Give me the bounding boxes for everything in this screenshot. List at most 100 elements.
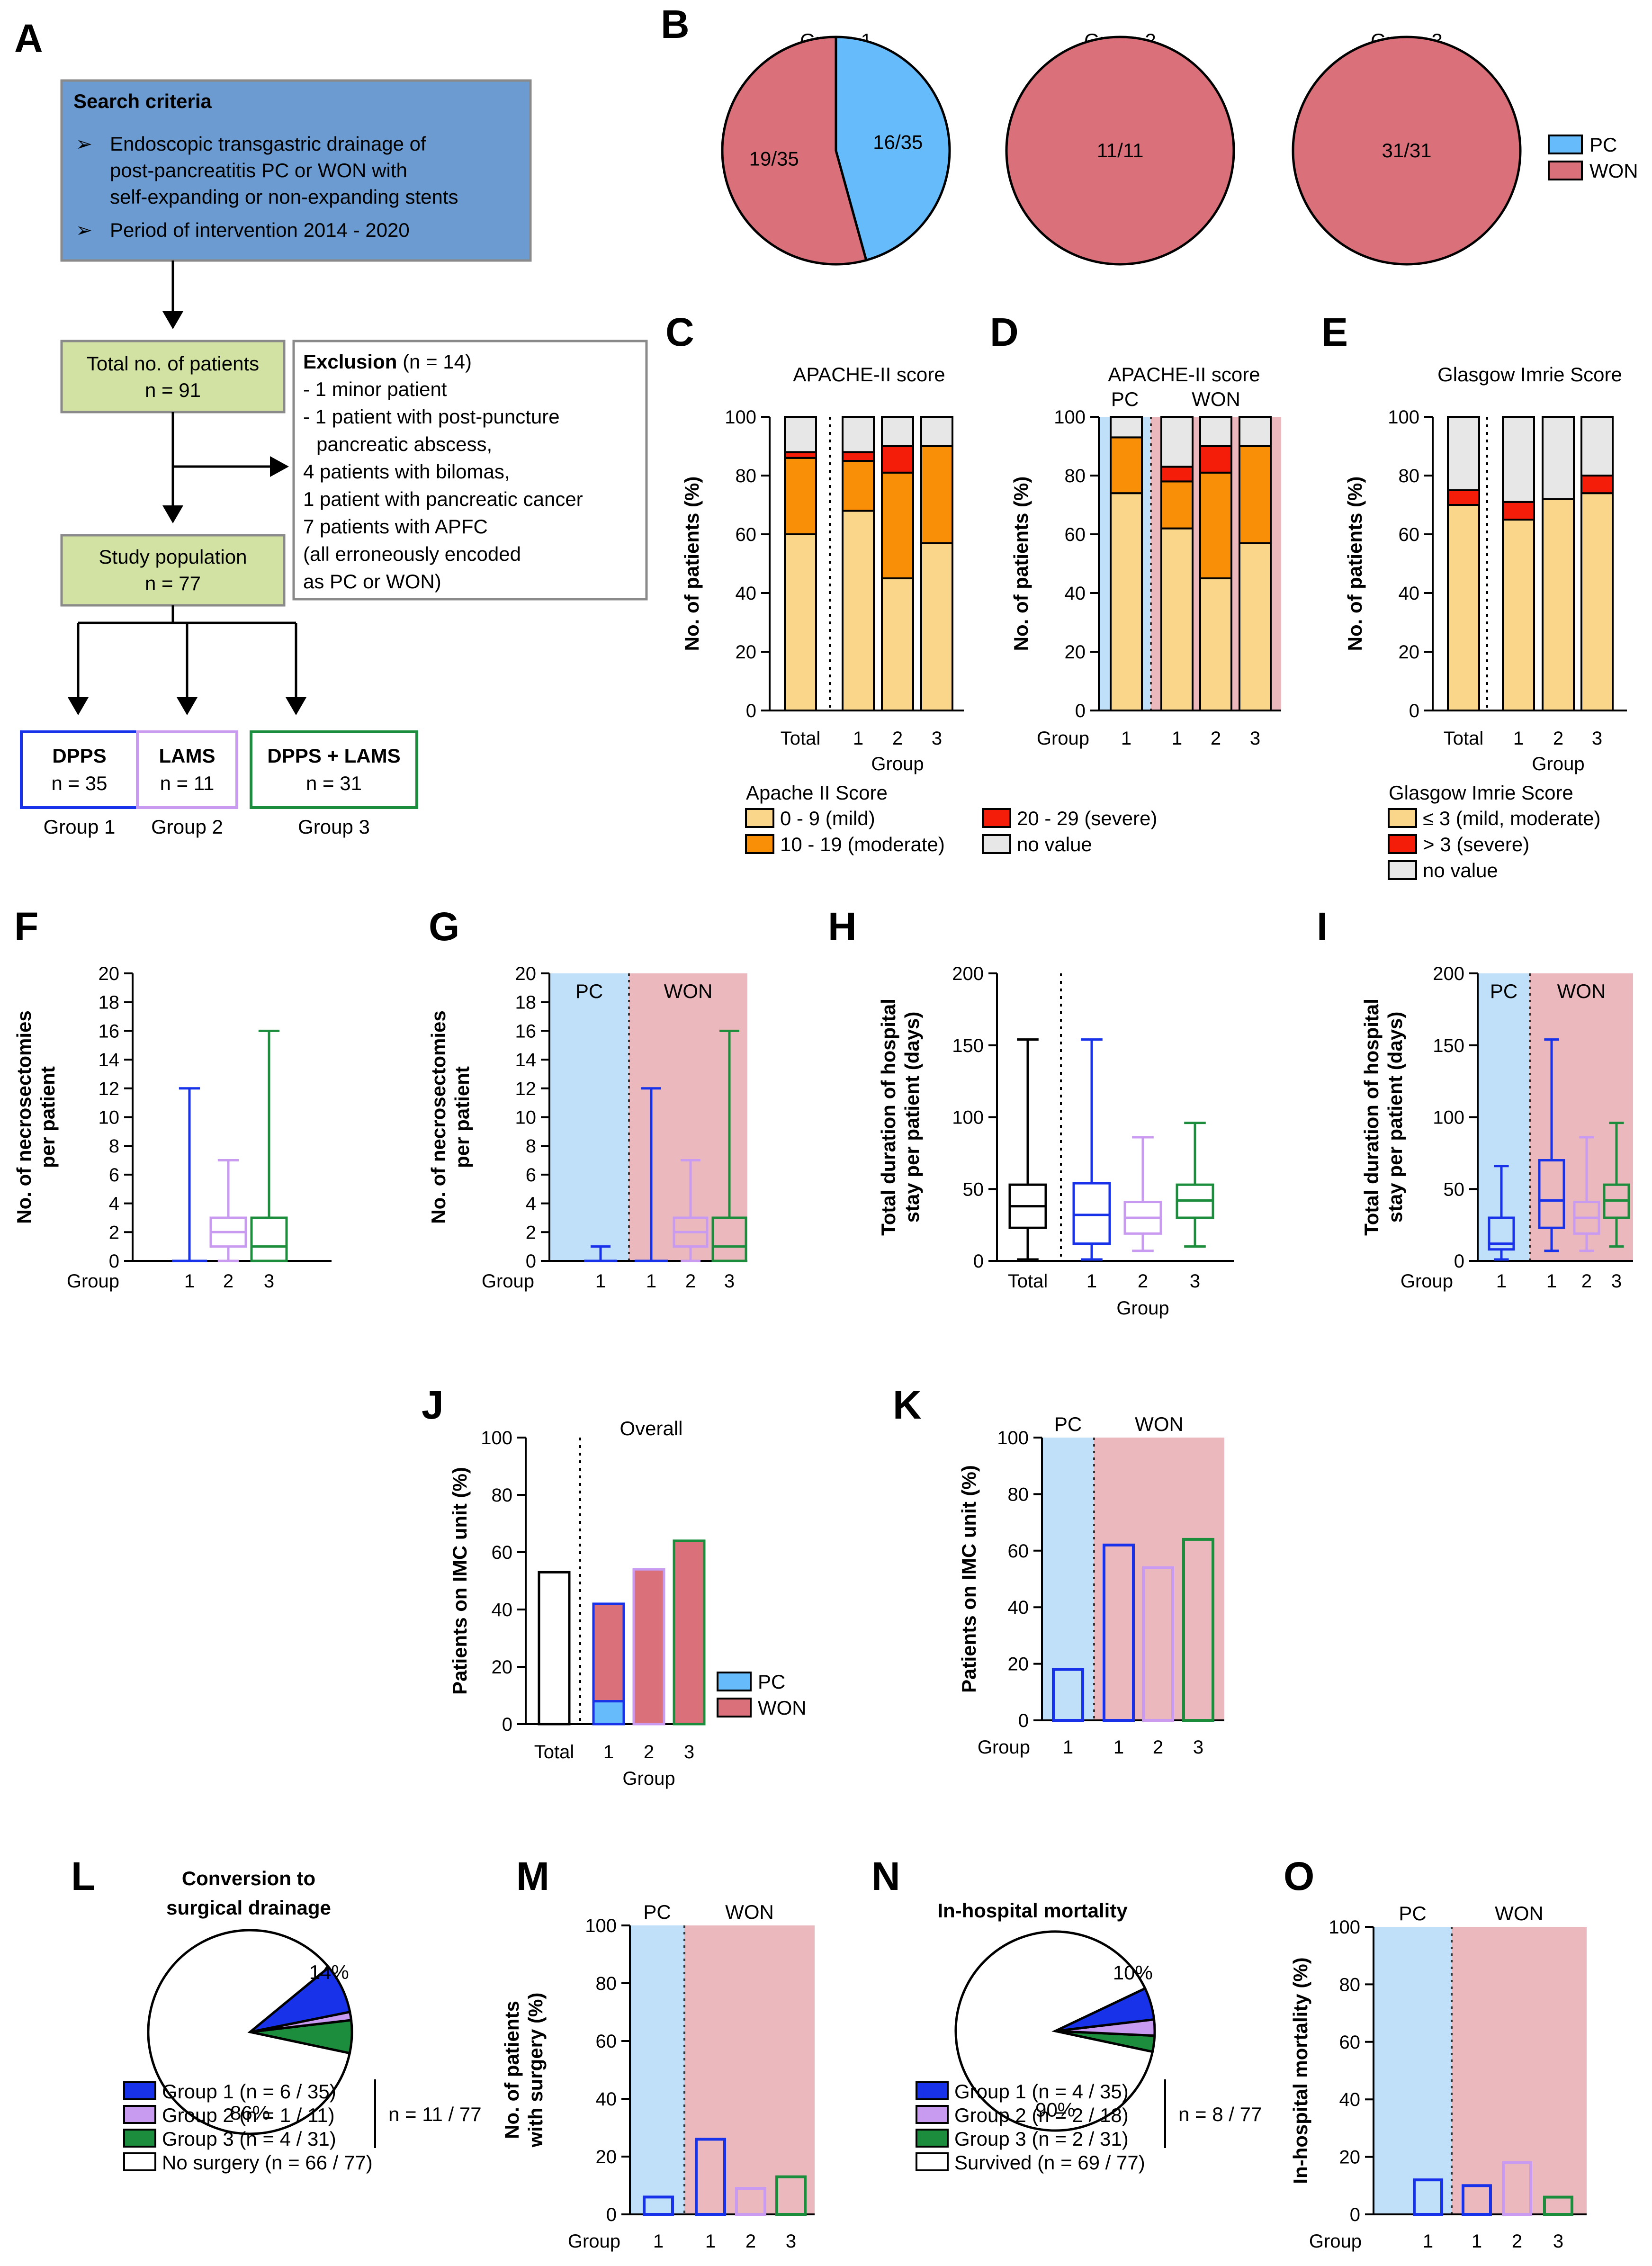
panel-e-stacked-bars: Glasgow Imrie Score 0 20 40 60 80 100 No. of pa…: [1344, 363, 1627, 774]
y-axis-label: Total duration of hospital: [877, 998, 899, 1236]
box-iqr: [1072, 1182, 1111, 1245]
chart-title: APACHE-II score: [793, 363, 945, 386]
box-plot: [711, 1029, 747, 1262]
search-criteria-text: Period of intervention 2014 - 2020: [110, 219, 410, 241]
bar-segment-won: [673, 1539, 706, 1726]
won-region-bg: [629, 973, 747, 1261]
y-axis-label: No. of patients (%): [1010, 477, 1032, 651]
pie-slice-label: 19/35: [749, 148, 799, 170]
legend-label: 0 - 9 (mild): [780, 807, 875, 829]
total-patients-box: [60, 340, 286, 414]
exclusion-line: 4 patients with bilomas,: [303, 460, 510, 483]
y-tick-label: 100: [1054, 407, 1086, 428]
y-axis-label: stay per patient (days): [901, 1012, 923, 1223]
panel-label-F: F: [14, 904, 38, 949]
box-plot: [1072, 1038, 1111, 1261]
legend-swatch: [1548, 135, 1583, 154]
x-axis-label: Group: [978, 1737, 1030, 1758]
legend-swatch: [717, 1672, 752, 1691]
legend-swatch: [1548, 161, 1583, 180]
x-tick-label: 1: [1121, 728, 1131, 749]
region-label-won: WON: [1192, 388, 1240, 410]
y-tick-label: 20: [596, 2147, 617, 2167]
x-tick-label: 3: [1190, 1271, 1200, 1292]
panel-label-M: M: [516, 1854, 549, 1898]
x-tick-label: 2: [1553, 728, 1563, 749]
x-tick-label: 1: [1472, 2231, 1482, 2252]
legend-swatch: [982, 834, 1011, 854]
chart-title: Overall: [620, 1417, 682, 1439]
bar-segment: [784, 457, 817, 535]
y-tick-label: 80: [492, 1485, 513, 1506]
bar-segment: [842, 510, 875, 712]
y-tick-label: 80: [736, 466, 757, 486]
bar-segment: [881, 416, 914, 447]
y-axis-label: No. of patients: [501, 2001, 523, 2139]
box-iqr: [1488, 1216, 1515, 1251]
x-tick-label: 1: [1063, 1737, 1073, 1758]
x-axis-label: Group: [1037, 728, 1089, 749]
y-axis-label: per patient: [451, 1066, 473, 1168]
legend-label: PC: [758, 1671, 785, 1693]
box-plot: [1538, 1038, 1565, 1252]
pc-region-bg: [1042, 1438, 1094, 1720]
exclusion-line: 7 patients with APFC: [303, 515, 488, 538]
region-label-pc: PC: [575, 980, 603, 1002]
legend-swatch: [1388, 860, 1417, 880]
region-label-won: WON: [1557, 980, 1606, 1002]
y-tick-label: 150: [1433, 1035, 1464, 1056]
region-label-won: WON: [725, 1901, 774, 1923]
box-plot: [673, 1159, 709, 1262]
y-axis-label: Patients on IMC unit (%): [449, 1467, 471, 1695]
y-tick-label: 150: [952, 1035, 984, 1056]
y-tick-label: 14: [515, 1050, 537, 1070]
legend-bracket-label: n = 11 / 77: [388, 2103, 482, 2125]
search-criteria-title: Search criteria: [73, 90, 212, 112]
legend-label: no value: [1423, 859, 1498, 881]
panel-n-pie: In-hospital mortality 10% 90%Group 1 (n = …: [916, 1899, 1262, 2174]
bar: [643, 2195, 674, 2216]
region-label-won: WON: [664, 980, 713, 1002]
box-plot: [1008, 1038, 1047, 1261]
chart-title: APACHE-II score: [1108, 363, 1260, 386]
y-tick-label: 4: [109, 1194, 119, 1214]
won-region-bg: [684, 1925, 815, 2214]
pie-slice-label: 16/35: [873, 131, 923, 153]
x-tick-label: 1: [853, 728, 863, 749]
box-plot: [172, 1087, 207, 1262]
bar-segment: [1160, 416, 1194, 468]
y-tick-label: 8: [526, 1136, 536, 1157]
y-axis-label: No. of necrosectomies: [427, 1010, 449, 1223]
y-tick-label: 100: [1329, 1917, 1360, 1938]
x-axis-label: Group: [482, 1271, 534, 1292]
y-tick-label: 50: [963, 1179, 984, 1200]
y-axis-label: per patient: [36, 1066, 59, 1168]
x-tick-label: 2: [745, 2231, 756, 2252]
y-tick-label: 6: [109, 1165, 119, 1186]
legend-label: Group 2 (n = 2 / 18): [954, 2104, 1129, 2126]
bar: [1142, 1566, 1174, 1722]
bar-segment: [1199, 445, 1232, 474]
bar-segment: [1199, 471, 1232, 579]
y-tick-label: 50: [1444, 1179, 1465, 1200]
box-plot: [635, 1087, 668, 1262]
y-tick-label: 40: [1065, 583, 1086, 604]
y-tick-label: 60: [1339, 2032, 1361, 2053]
total-patients-label: Total no. of patients: [87, 352, 259, 375]
legend-label: No surgery (n = 66 / 77): [162, 2151, 373, 2174]
panel-label-K: K: [893, 1383, 922, 1427]
x-tick-label: 3: [724, 1271, 735, 1292]
x-tick-label: 1: [1496, 1271, 1507, 1292]
bar-segment: [1160, 466, 1194, 483]
panel-c-stacked-bars: APACHE-II score 0 20 40 60 80 100 No. of patien…: [681, 363, 964, 774]
bar-segment: [1199, 416, 1232, 447]
region-label-pc: PC: [1399, 1902, 1426, 1924]
legend-swatch: [123, 2081, 156, 2100]
legend-label: no value: [1017, 833, 1092, 855]
y-tick-label: 100: [997, 1428, 1029, 1448]
y-axis-label: with surgery (%): [524, 1993, 547, 2148]
flow-arrow-head: [162, 505, 183, 523]
flow-arrow-head: [68, 697, 89, 715]
